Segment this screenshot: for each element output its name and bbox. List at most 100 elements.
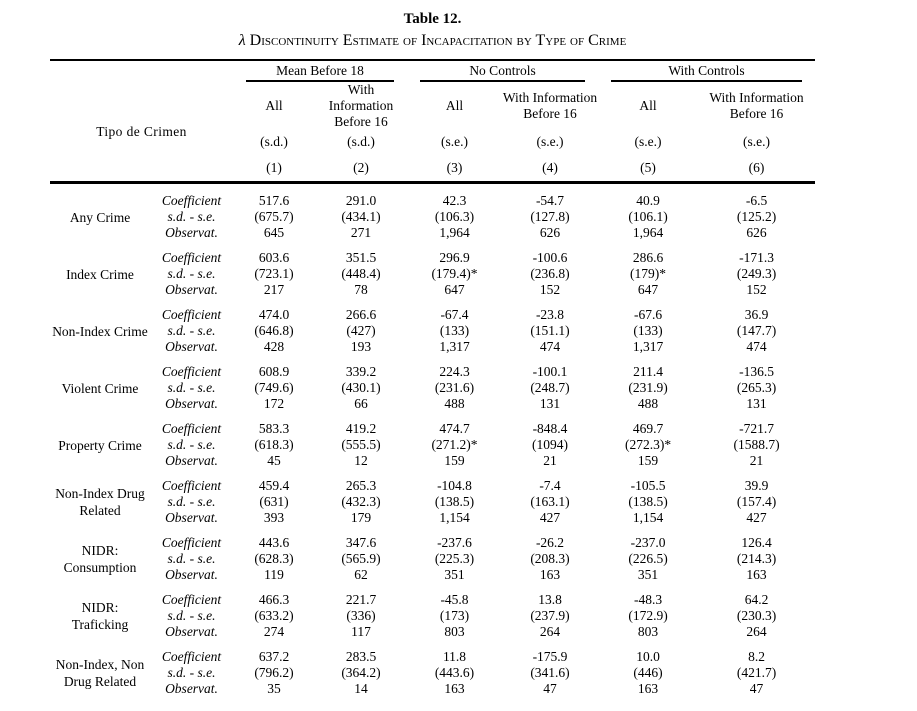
value-cell: 608.9: [258, 364, 290, 379]
value-cell: 1,964: [439, 225, 470, 240]
value-cell: 163: [746, 567, 767, 582]
subcolumn-header-3: All: [407, 82, 502, 130]
unit-header-1: (s.d.): [260, 134, 288, 149]
stat-label: Observat.: [165, 624, 218, 639]
subcolumn-header-4: With Information Before 16: [502, 82, 598, 130]
stat-label: Coefficient: [161, 649, 222, 664]
column-number-6: (6): [748, 159, 765, 175]
table-row: Violent Crime Coefficient 608.9 339.2 224.3 -…: [50, 355, 815, 396]
value-cell: 647: [444, 282, 465, 297]
value-cell: 42.3: [442, 193, 467, 208]
value-cell: (427): [346, 323, 376, 338]
stat-label: Observat.: [165, 510, 218, 525]
value-cell: 119: [264, 567, 284, 582]
value-cell: (336): [346, 608, 376, 623]
column-group-mean-before-18: Mean Before 18: [233, 60, 407, 82]
stat-label: s.d. - s.e.: [167, 380, 216, 395]
value-cell: 474.0: [258, 307, 290, 322]
value-cell: (796.2): [254, 665, 294, 680]
table-title: Table 12.: [403, 11, 462, 27]
table-caption: Table 12. λ Discontinuity Estimate of In…: [50, 0, 815, 51]
subcolumn-line1: All: [265, 98, 283, 113]
value-cell: 264: [746, 624, 767, 639]
value-cell: 172: [263, 396, 285, 411]
value-cell: 351.5: [345, 250, 377, 265]
stat-label: Observat.: [165, 225, 218, 240]
value-cell: 14: [354, 681, 368, 696]
subcolumn-header-5: All: [598, 82, 698, 130]
value-cell: 603.6: [258, 250, 290, 265]
value-cell: 159: [444, 453, 465, 468]
table-row: s.d. - s.e. (646.8) (427) (133) (151.1) (133)…: [50, 323, 815, 339]
table-row: s.d. - s.e. (631) (432.3) (138.5) (163.1) (13…: [50, 494, 815, 510]
value-cell: 265.3: [345, 478, 377, 493]
value-cell: -23.8: [535, 307, 565, 322]
value-cell: 517.6: [258, 193, 290, 208]
subcolumn-header-1: All: [233, 82, 315, 130]
value-cell: 351: [444, 567, 465, 582]
crime-type-label: Index Crime: [66, 266, 134, 282]
table-row: Non-Index Crime Coefficient 474.0 266.6 -67.…: [50, 298, 815, 339]
value-cell: 466.3: [258, 592, 290, 607]
value-cell: (432.3): [341, 494, 381, 509]
lambda-symbol: λ: [238, 32, 246, 49]
value-cell: 459.4: [258, 478, 290, 493]
value-cell: 224.3: [439, 364, 470, 379]
table-row: Observat. 428 193 1,317 474 1,317 474: [50, 339, 815, 355]
stat-label: Coefficient: [161, 364, 222, 379]
value-cell: 131: [539, 396, 561, 411]
stat-label: Coefficient: [161, 592, 222, 607]
value-cell: -105.5: [630, 478, 666, 493]
value-cell: -721.7: [739, 421, 774, 436]
value-cell: -237.6: [437, 535, 472, 550]
value-cell: (443.6): [434, 665, 475, 680]
value-cell: (133): [633, 323, 663, 338]
value-cell: (446): [633, 665, 663, 680]
value-cell: 1,964: [632, 225, 664, 240]
value-cell: (421.7): [736, 665, 777, 680]
value-cell: 803: [444, 624, 465, 639]
table-row: s.d. - s.e. (749.6) (430.1) (231.6) (248.7) (…: [50, 380, 815, 396]
value-cell: 427: [746, 510, 767, 525]
value-cell: 211.4: [633, 364, 663, 379]
value-cell: (675.7): [254, 209, 294, 224]
subcolumn-line1: All: [445, 98, 464, 113]
subcolumn-line2: Before 16: [334, 114, 388, 129]
value-cell: 286.6: [632, 250, 664, 265]
group-header-row: Mean Before 18 No Controls With Controls: [50, 60, 815, 82]
value-cell: (723.1): [254, 266, 294, 281]
subcolumn-line1: With Information: [328, 82, 394, 113]
unit-header-4: (s.e.): [536, 134, 564, 149]
stat-label: s.d. - s.e.: [167, 494, 216, 509]
value-cell: 474: [539, 339, 561, 354]
value-cell: 419.2: [345, 421, 377, 436]
table-row: Non-Index, Non Drug Related Coefficient 63…: [50, 640, 815, 689]
table-subtitle: λ Discontinuity Estimate of Incapacitati…: [50, 31, 815, 51]
group-label: No Controls: [420, 62, 586, 82]
value-cell: 339.2: [345, 364, 377, 379]
value-cell: 488: [444, 396, 465, 411]
column-number-5: (5): [640, 159, 656, 175]
value-cell: 39.9: [744, 478, 769, 493]
value-cell: 163: [637, 681, 659, 696]
corner-spacer: [50, 60, 233, 82]
table-row: s.d. - s.e. (675.7) (434.1) (106.3) (127.8) (…: [50, 209, 815, 225]
value-cell: (172.9): [628, 608, 668, 623]
value-cell: (225.3): [434, 551, 475, 566]
unit-header-row: (s.d.) (s.d.) (s.e.) (s.e.) (s.e.) (s.e.…: [50, 130, 815, 154]
crime-type-label: Non-Index Drug Related: [55, 486, 145, 518]
value-cell: -136.5: [739, 364, 774, 379]
value-cell: 12: [354, 453, 368, 468]
value-cell: -7.4: [539, 478, 561, 493]
stat-label: s.d. - s.e.: [167, 323, 216, 338]
value-cell: (628.3): [254, 551, 294, 566]
value-cell: 351: [637, 567, 659, 582]
value-cell: 469.7: [632, 421, 664, 436]
value-cell: 179: [350, 510, 372, 525]
value-cell: 645: [263, 225, 285, 240]
table-row: Any Crime Coefficient 517.6 291.0 42.3 -54.7 4…: [50, 183, 815, 225]
value-cell: 152: [539, 282, 561, 297]
value-cell: (106.1): [628, 209, 668, 224]
value-cell: (265.3): [736, 380, 777, 395]
column-number-2: (2): [353, 159, 369, 175]
